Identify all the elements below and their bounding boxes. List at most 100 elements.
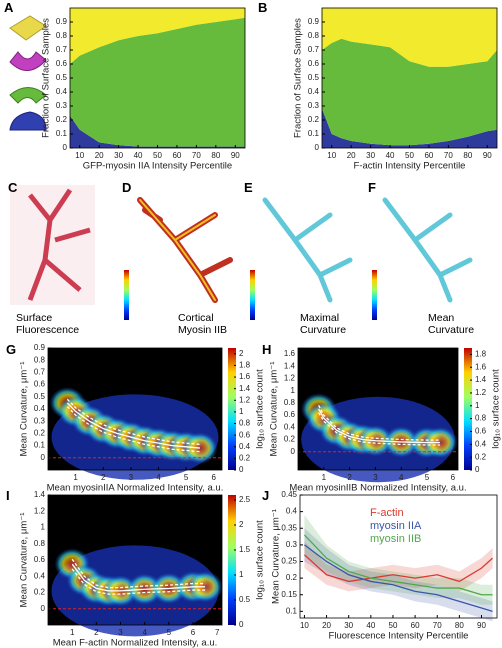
colorbar-tick-label: 0.8 — [475, 414, 487, 423]
y-tick-label: 0.1 — [34, 441, 46, 450]
colorbar-label: log₁₀ surface count — [491, 369, 502, 449]
y-tick-label: 0.4 — [284, 422, 296, 431]
x-axis-title: Mean myosinIIA Normalized Intensity, a.u… — [47, 483, 224, 494]
colorbar-tick-label: 1.6 — [475, 362, 487, 371]
y-tick-label: 1.2 — [284, 374, 296, 383]
x-tick-label: 60 — [172, 151, 181, 160]
y-tick-label: 0.4 — [34, 571, 46, 580]
y-tick-label: 0.5 — [56, 73, 68, 82]
mean-line — [66, 402, 200, 449]
y-axis-title: Fraction of Surface Samples — [41, 18, 52, 138]
y-tick-label: 0.2 — [286, 573, 298, 582]
surface-icons — [9, 15, 47, 131]
colorbar-tick-label: 1.2 — [239, 395, 251, 404]
error-band — [304, 514, 493, 605]
y-tick-label: 0.25 — [281, 557, 297, 566]
x-tick-label: 5 — [167, 628, 172, 637]
y-tick-label: 0.4 — [34, 404, 46, 413]
y-tick-label: 0.3 — [286, 540, 298, 549]
colorbar-tick-label: 0.6 — [239, 430, 251, 439]
x-tick-label: 20 — [322, 621, 331, 630]
panel-caption: Mean Curvature — [428, 312, 475, 336]
stacked-area — [322, 108, 497, 148]
stacked-area — [322, 38, 497, 146]
x-tick-label: 80 — [211, 151, 220, 160]
y-axis-title: Mean Curvature, μm⁻¹ — [271, 509, 282, 604]
x-axis-title: F-actin Intensity Percentile — [354, 161, 466, 172]
x-tick-label: 1 — [322, 473, 327, 482]
y-axis-title: Mean Curvature, μm⁻¹ — [269, 362, 280, 457]
series-line — [303, 554, 494, 583]
x-tick-label: 60 — [411, 621, 420, 630]
panel-letter: G — [6, 342, 17, 357]
colorbar-tick-label: 2 — [239, 520, 244, 529]
series-line — [303, 534, 493, 596]
x-tick-label: 80 — [455, 621, 464, 630]
colorbar-tick-label: 0.4 — [239, 442, 251, 451]
y-tick-label: 0.35 — [281, 523, 297, 532]
panel-letter: I — [6, 488, 10, 503]
colorbar-tick-label: 1 — [239, 570, 244, 579]
y-tick-label: 0.3 — [308, 101, 320, 110]
colorbar-tick-label: 0 — [475, 465, 480, 474]
y-tick-label: 0 — [41, 604, 46, 613]
x-tick-label: 70 — [192, 151, 201, 160]
colorbar-tick-label: 0 — [239, 465, 244, 474]
y-tick-label: 1.4 — [34, 490, 46, 499]
error-band — [304, 541, 493, 592]
x-tick-label: 30 — [366, 151, 375, 160]
y-tick-label: 0.2 — [34, 429, 46, 438]
axes-frame — [299, 494, 498, 619]
colorbar-tick-label: 1.6 — [239, 372, 251, 381]
panel-letter: C — [8, 180, 18, 195]
colorbar-tick-label: 1 — [475, 401, 480, 410]
y-tick-label: 1.6 — [284, 349, 296, 358]
colorbar-tick-label: 1.4 — [475, 375, 487, 384]
y-axis-title: Mean Curvature, μm⁻¹ — [19, 362, 30, 457]
panel-caption: Surface Fluorescence — [16, 312, 80, 336]
x-tick-label: 40 — [134, 151, 143, 160]
x-axis-title: Mean myosinIIB Normalized Intensity, a.u… — [289, 483, 466, 494]
colorbar-tick-label: 1.5 — [239, 545, 251, 554]
y-tick-label: 1.4 — [284, 361, 296, 370]
y-tick-label: 0 — [63, 143, 68, 152]
x-tick-label: 80 — [463, 151, 472, 160]
mean-line — [318, 408, 440, 444]
y-tick-label: 0.1 — [286, 606, 298, 615]
colorbar-tick-label: 0.2 — [475, 452, 487, 461]
x-tick-label: 3 — [118, 628, 123, 637]
y-tick-label: 1 — [41, 523, 46, 532]
y-tick-label: 0.1 — [308, 129, 320, 138]
colorbar-label: log₁₀ surface count — [255, 520, 266, 600]
panel-letter: J — [262, 488, 270, 503]
legend-entry: F-actin — [370, 507, 404, 519]
x-tick-label: 4 — [156, 473, 161, 482]
y-tick-label: 0.8 — [284, 398, 296, 407]
y-tick-label: 1 — [291, 386, 296, 395]
x-tick-label: 90 — [483, 151, 492, 160]
x-tick-label: 30 — [114, 151, 123, 160]
colorbar-tick-label: 0.6 — [475, 427, 487, 436]
y-tick-label: 0.3 — [56, 101, 68, 110]
x-tick-label: 40 — [366, 621, 375, 630]
x-tick-label: 2 — [94, 628, 99, 637]
x-tick-label: 60 — [424, 151, 433, 160]
y-tick-label: 0.9 — [34, 343, 46, 352]
legend-entry: myosin IIB — [370, 533, 421, 545]
y-tick-label: 0.8 — [308, 31, 320, 40]
x-tick-label: 40 — [386, 151, 395, 160]
x-tick-label: 5 — [425, 473, 430, 482]
upper-bound — [318, 405, 440, 441]
y-axis-title: Mean Curvature, μm⁻¹ — [19, 513, 30, 608]
x-tick-label: 6 — [191, 628, 196, 637]
stacked-area — [70, 8, 245, 64]
colorbar — [228, 348, 236, 470]
x-tick-label: 3 — [129, 473, 134, 482]
y-tick-label: 0.4 — [308, 87, 320, 96]
y-tick-label: 0.9 — [308, 17, 320, 26]
x-tick-label: 10 — [327, 151, 336, 160]
x-tick-label: 50 — [153, 151, 162, 160]
stacked-area — [70, 115, 245, 148]
